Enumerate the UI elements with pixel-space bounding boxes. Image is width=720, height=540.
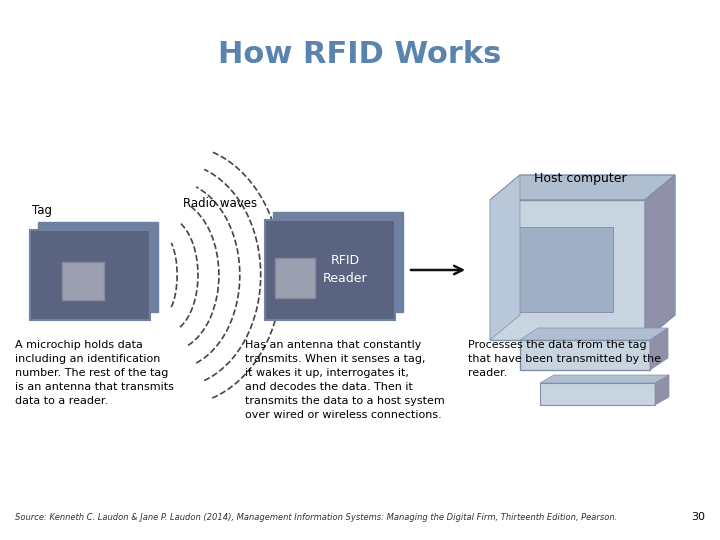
Text: Host computer: Host computer	[534, 172, 626, 185]
FancyBboxPatch shape	[265, 220, 395, 320]
Text: 30: 30	[691, 512, 705, 522]
Text: A microchip holds data
including an identification
number. The rest of the tag
i: A microchip holds data including an iden…	[15, 340, 174, 406]
FancyBboxPatch shape	[520, 340, 650, 370]
Polygon shape	[520, 328, 668, 340]
Polygon shape	[490, 175, 520, 340]
Text: Source: Kenneth C. Laudon & Jane P. Laudon (2014), Management Information System: Source: Kenneth C. Laudon & Jane P. Laud…	[15, 513, 617, 522]
Text: Has an antenna that constantly
transmits. When it senses a tag,
it wakes it up, : Has an antenna that constantly transmits…	[245, 340, 445, 420]
Text: RFID
Reader: RFID Reader	[323, 254, 367, 286]
FancyBboxPatch shape	[273, 212, 403, 312]
FancyBboxPatch shape	[540, 383, 655, 405]
FancyBboxPatch shape	[508, 227, 613, 312]
Polygon shape	[655, 375, 669, 405]
FancyBboxPatch shape	[62, 262, 104, 300]
Polygon shape	[540, 375, 669, 383]
FancyBboxPatch shape	[30, 230, 150, 320]
Polygon shape	[645, 175, 675, 340]
Polygon shape	[650, 328, 668, 370]
Text: Radio waves: Radio waves	[183, 197, 257, 210]
FancyBboxPatch shape	[275, 258, 315, 298]
FancyBboxPatch shape	[38, 222, 158, 312]
Text: Processes the data from the tag
that have been transmitted by the
reader.: Processes the data from the tag that hav…	[468, 340, 661, 378]
Text: Tag: Tag	[32, 204, 52, 217]
Text: How RFID Works: How RFID Works	[218, 40, 502, 69]
Polygon shape	[490, 175, 675, 200]
FancyBboxPatch shape	[490, 200, 645, 340]
